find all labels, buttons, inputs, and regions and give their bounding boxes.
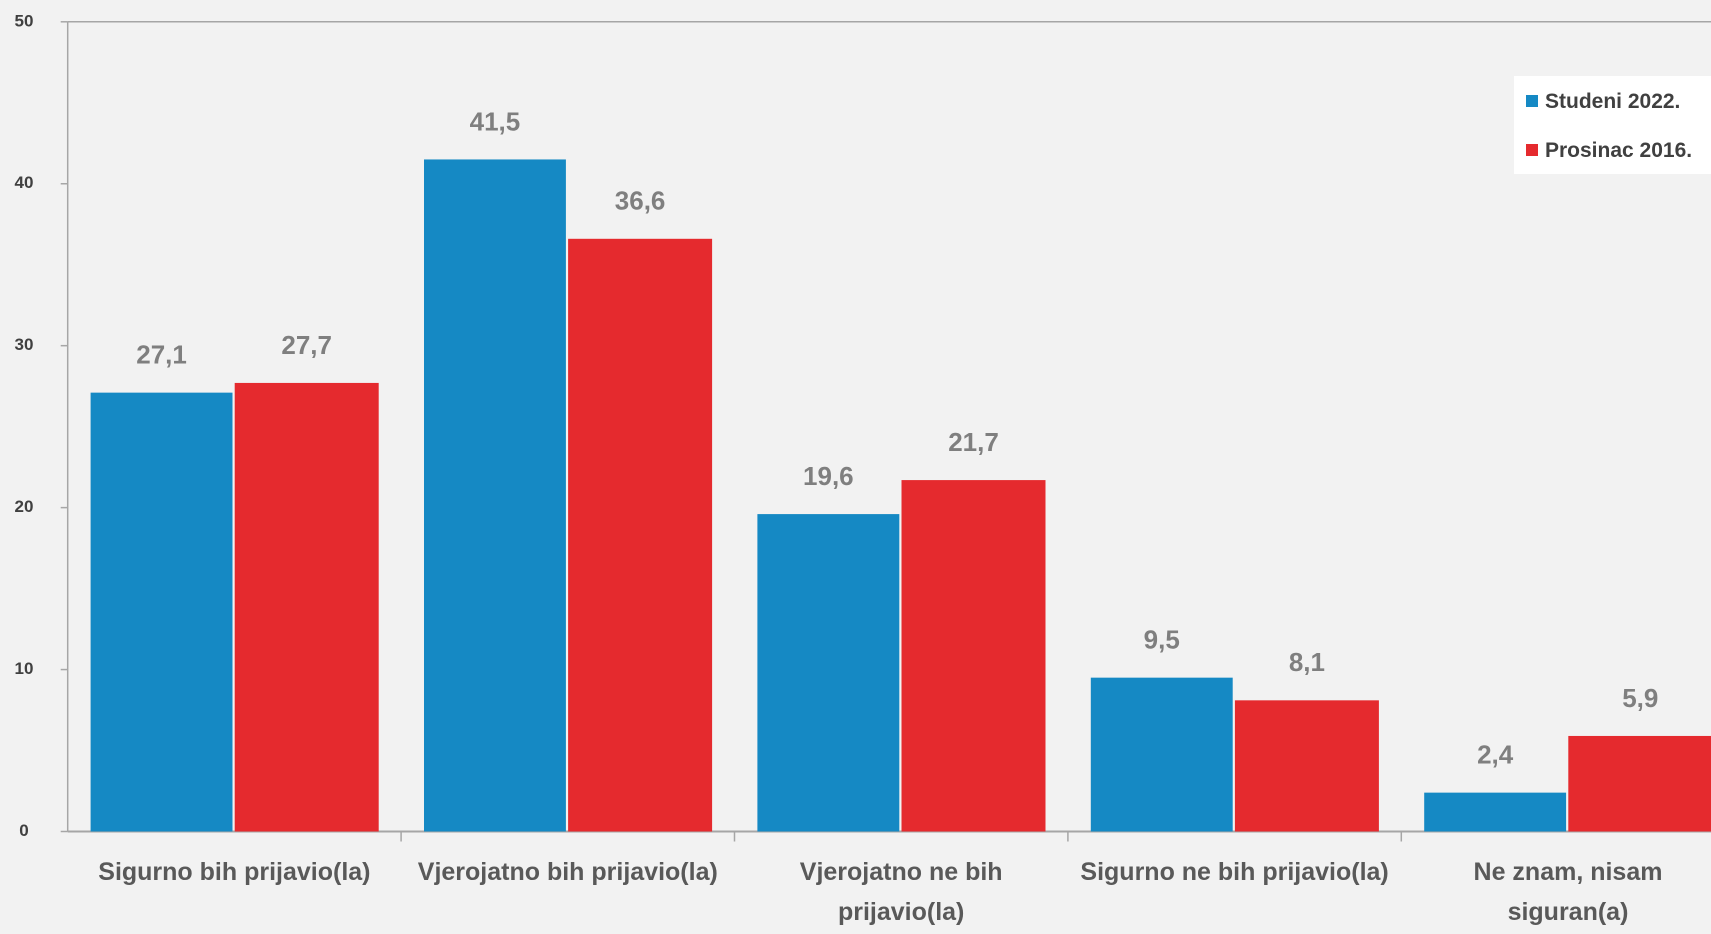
bar [757, 514, 900, 832]
bar [568, 238, 713, 832]
bar [424, 159, 566, 832]
data-label: 8,1 [1289, 647, 1325, 677]
x-tick-label: Ne znam, nisam siguran(a) [1473, 858, 1663, 926]
bar [1234, 700, 1379, 832]
y-tick-label: 20 [15, 497, 34, 516]
x-tick-label: Sigurno ne bih prijavio(la) [1080, 858, 1389, 886]
x-tick-label: Vjerojatno ne bih prijavio(la) [799, 858, 1003, 926]
data-label: 21,7 [948, 427, 999, 457]
legend-swatch [1526, 144, 1538, 156]
data-label: 41,5 [470, 106, 521, 136]
legend: Studeni 2022. Prosinac 2016. [1514, 76, 1711, 174]
data-label: 5,9 [1622, 683, 1658, 713]
legend-label: Prosinac 2016. [1545, 139, 1693, 162]
bar [234, 382, 379, 832]
bar [1568, 735, 1711, 832]
y-tick-label: 50 [15, 11, 34, 30]
data-label: 9,5 [1144, 625, 1180, 655]
x-tick-label: Vjerojatno bih prijavio(la) [417, 858, 718, 886]
y-tick-label: 30 [15, 335, 34, 354]
y-tick-label: 40 [15, 173, 34, 192]
data-label: 2,4 [1477, 740, 1514, 770]
bar [1090, 677, 1233, 832]
y-tick-label: 0 [19, 821, 28, 840]
legend-label: Studeni 2022. [1545, 90, 1681, 113]
x-tick-label: Sigurno bih prijavio(la) [98, 858, 371, 886]
bar [901, 480, 1046, 832]
data-label: 27,7 [281, 330, 332, 360]
y-tick-label: 10 [15, 659, 34, 678]
legend-item: Studeni 2022. [1526, 90, 1680, 114]
data-label: 19,6 [803, 461, 854, 491]
data-label: 27,1 [136, 340, 187, 370]
bar [1424, 792, 1567, 832]
legend-item: Prosinac 2016. [1526, 139, 1692, 163]
bar [90, 392, 233, 832]
legend-swatch [1526, 95, 1538, 107]
data-label: 36,6 [615, 186, 666, 216]
